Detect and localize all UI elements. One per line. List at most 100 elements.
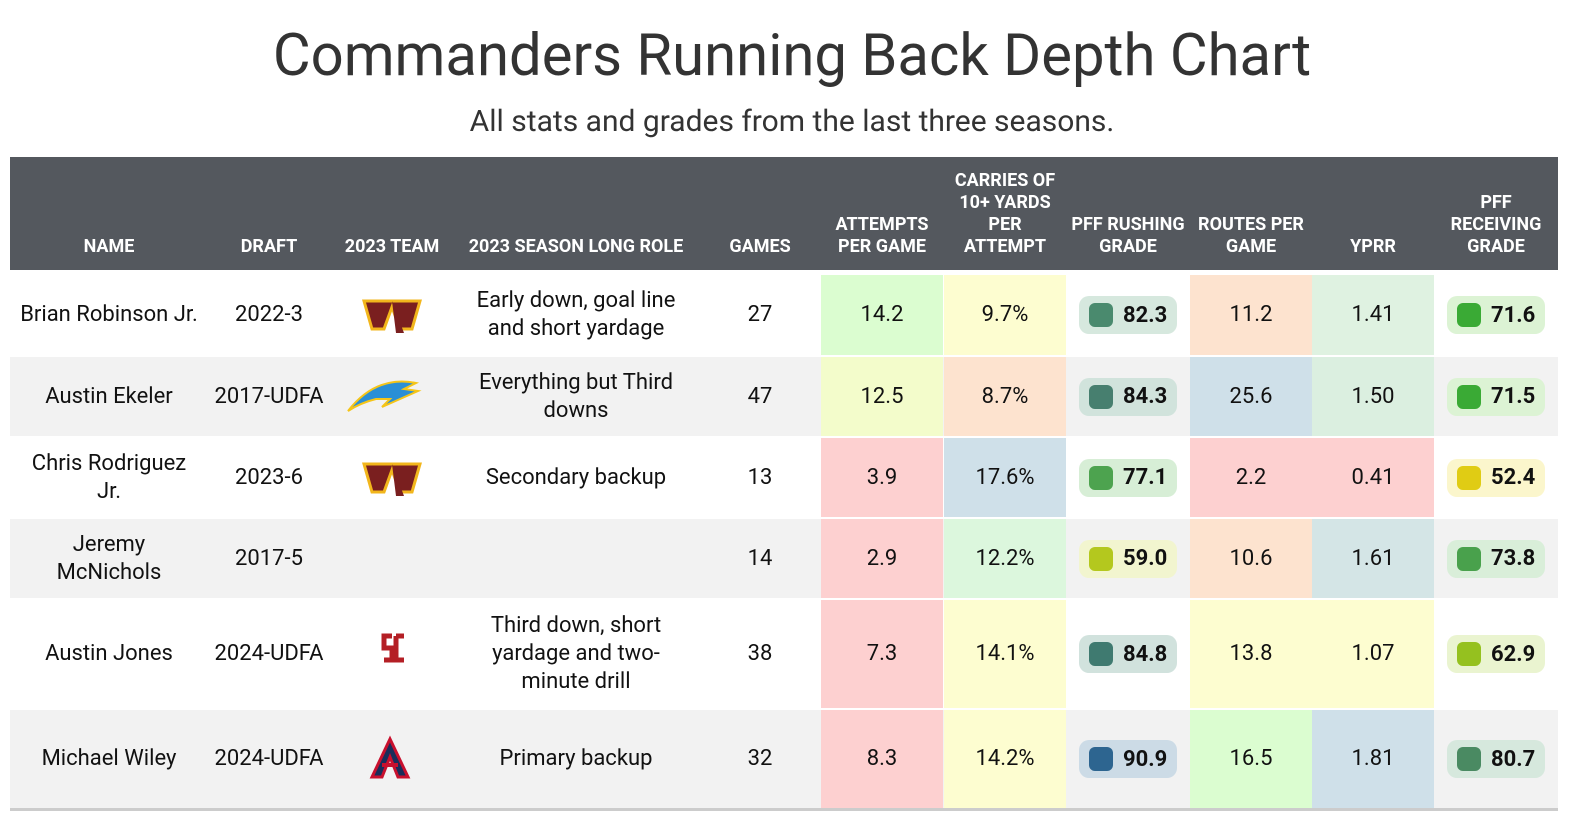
cell-text: 14.2 xyxy=(860,302,904,327)
heat-cell xyxy=(1312,710,1434,808)
cell-text: Jeremy McNichols xyxy=(56,531,162,585)
cell-text: 14.2% xyxy=(975,746,1035,771)
heat-cell xyxy=(944,710,1066,808)
cell-text: 13.8 xyxy=(1229,641,1273,666)
cell-text: Austin Ekeler xyxy=(45,383,173,409)
cell-text: 17.6% xyxy=(975,464,1035,490)
cell-text: Chris Rodriguez Jr. xyxy=(31,450,187,504)
cell-text: Michael Wiley xyxy=(41,746,177,771)
cell-text: 1.41 xyxy=(1351,302,1395,327)
heat-cell xyxy=(821,275,943,355)
heat-cell xyxy=(1312,600,1434,708)
column-header: PFF RUSHING GRADE xyxy=(1071,214,1185,257)
heat-cell xyxy=(1190,275,1312,355)
cell-text: 13 xyxy=(747,464,773,490)
cell-text: 7.3 xyxy=(866,641,898,666)
heat-cell xyxy=(821,357,943,436)
grade-value: 84.8 xyxy=(1123,641,1168,667)
cell-text: 1.50 xyxy=(1351,383,1395,409)
cell-text: 2.2 xyxy=(1235,464,1267,490)
column-header: ATTEMPTS PER GAME xyxy=(835,214,929,257)
cell-text: 10.6 xyxy=(1229,545,1273,571)
grade-pill: 73.8 xyxy=(1447,539,1545,578)
cell-text: Austin Jones xyxy=(45,641,173,666)
grade-value: 71.6 xyxy=(1491,302,1536,328)
cell-text: 0.41 xyxy=(1351,464,1395,490)
cell-text: 8.7% xyxy=(981,383,1029,409)
grade-value: 90.9 xyxy=(1123,746,1168,772)
cell-text: Brian Robinson Jr. xyxy=(20,302,198,327)
column-header: 2023 TEAM xyxy=(344,236,440,257)
team-logo xyxy=(381,633,404,663)
team-logo xyxy=(347,380,422,412)
cell-text: 14.1% xyxy=(975,641,1035,666)
cell-text: Everything but Third downs xyxy=(478,369,674,423)
team-logo xyxy=(369,735,411,779)
grade-dot xyxy=(1457,303,1481,327)
column-header: DRAFT xyxy=(240,236,298,257)
grade-pill: 59.0 xyxy=(1079,539,1177,578)
grade-value: 80.7 xyxy=(1491,746,1536,772)
cell-text: 2022-3 xyxy=(235,302,303,327)
grade-dot xyxy=(1089,303,1113,327)
cell-text: 27 xyxy=(747,302,773,327)
header-band xyxy=(10,157,1558,270)
heat-cell xyxy=(821,710,943,808)
heat-cell xyxy=(821,519,943,598)
cell-text: 11.2 xyxy=(1229,302,1273,327)
cell-text: 12.5 xyxy=(860,383,904,409)
cell-text: Third down, short yardage and two-minute… xyxy=(490,613,662,694)
cell-text: 2023-6 xyxy=(235,464,303,490)
cell-text: Early down, goal line and short yardage xyxy=(476,288,676,341)
bottom-rule xyxy=(10,808,1558,811)
team-logo xyxy=(362,299,422,333)
grade-dot xyxy=(1089,642,1113,666)
grade-pill: 71.6 xyxy=(1447,296,1545,334)
team-logo xyxy=(362,462,422,496)
grade-pill: 84.3 xyxy=(1079,377,1177,416)
grade-dot xyxy=(1089,384,1113,409)
heat-cell xyxy=(944,519,1066,598)
column-header: NAME xyxy=(83,236,135,257)
heat-cell xyxy=(944,357,1066,436)
column-header: YPRR xyxy=(1350,236,1396,257)
cell-text: 1.81 xyxy=(1351,746,1395,771)
cell-text: 47 xyxy=(747,383,773,409)
cell-text: 2017-5 xyxy=(235,545,303,571)
grade-pill: 80.7 xyxy=(1447,740,1545,778)
cell-text: 12.2% xyxy=(975,545,1035,571)
heat-cell xyxy=(1312,275,1434,355)
cell-text: 2.9 xyxy=(866,545,898,571)
grade-pill: 52.4 xyxy=(1447,458,1545,497)
heat-cell xyxy=(1190,438,1312,517)
cell-text: 38 xyxy=(747,641,773,666)
grade-dot xyxy=(1089,747,1113,771)
cell-text: Primary backup xyxy=(499,746,653,771)
cell-text: 2024-UDFA xyxy=(214,746,324,771)
cell-text: 9.7% xyxy=(981,302,1029,327)
cell-text: 8.3 xyxy=(866,746,898,771)
column-header: PFF RECEIVING GRADE xyxy=(1450,192,1542,257)
grade-value: 71.5 xyxy=(1491,384,1536,409)
grade-pill: 71.5 xyxy=(1447,377,1545,416)
cell-text: 1.07 xyxy=(1351,641,1395,666)
title: Commanders Running Back Depth Chart xyxy=(272,22,1312,90)
heat-cell xyxy=(821,600,943,708)
grade-dot xyxy=(1089,546,1113,571)
cell-text: 1.61 xyxy=(1351,545,1395,571)
grade-dot xyxy=(1457,642,1481,666)
column-header: GAMES xyxy=(729,236,791,257)
heat-cell xyxy=(1190,600,1312,708)
grade-value: 82.3 xyxy=(1123,302,1168,328)
grade-dot xyxy=(1457,465,1481,490)
grade-dot xyxy=(1457,384,1481,409)
grade-value: 77.1 xyxy=(1123,465,1168,490)
grade-pill: 62.9 xyxy=(1447,635,1545,673)
grade-dot xyxy=(1457,747,1481,771)
grade-value: 62.9 xyxy=(1491,641,1536,667)
cell-text: 2024-UDFA xyxy=(214,641,324,666)
subtitle: All stats and grades from the last three… xyxy=(469,104,1115,139)
cell-text: 2017-UDFA xyxy=(214,383,324,409)
heat-cell xyxy=(944,438,1066,517)
